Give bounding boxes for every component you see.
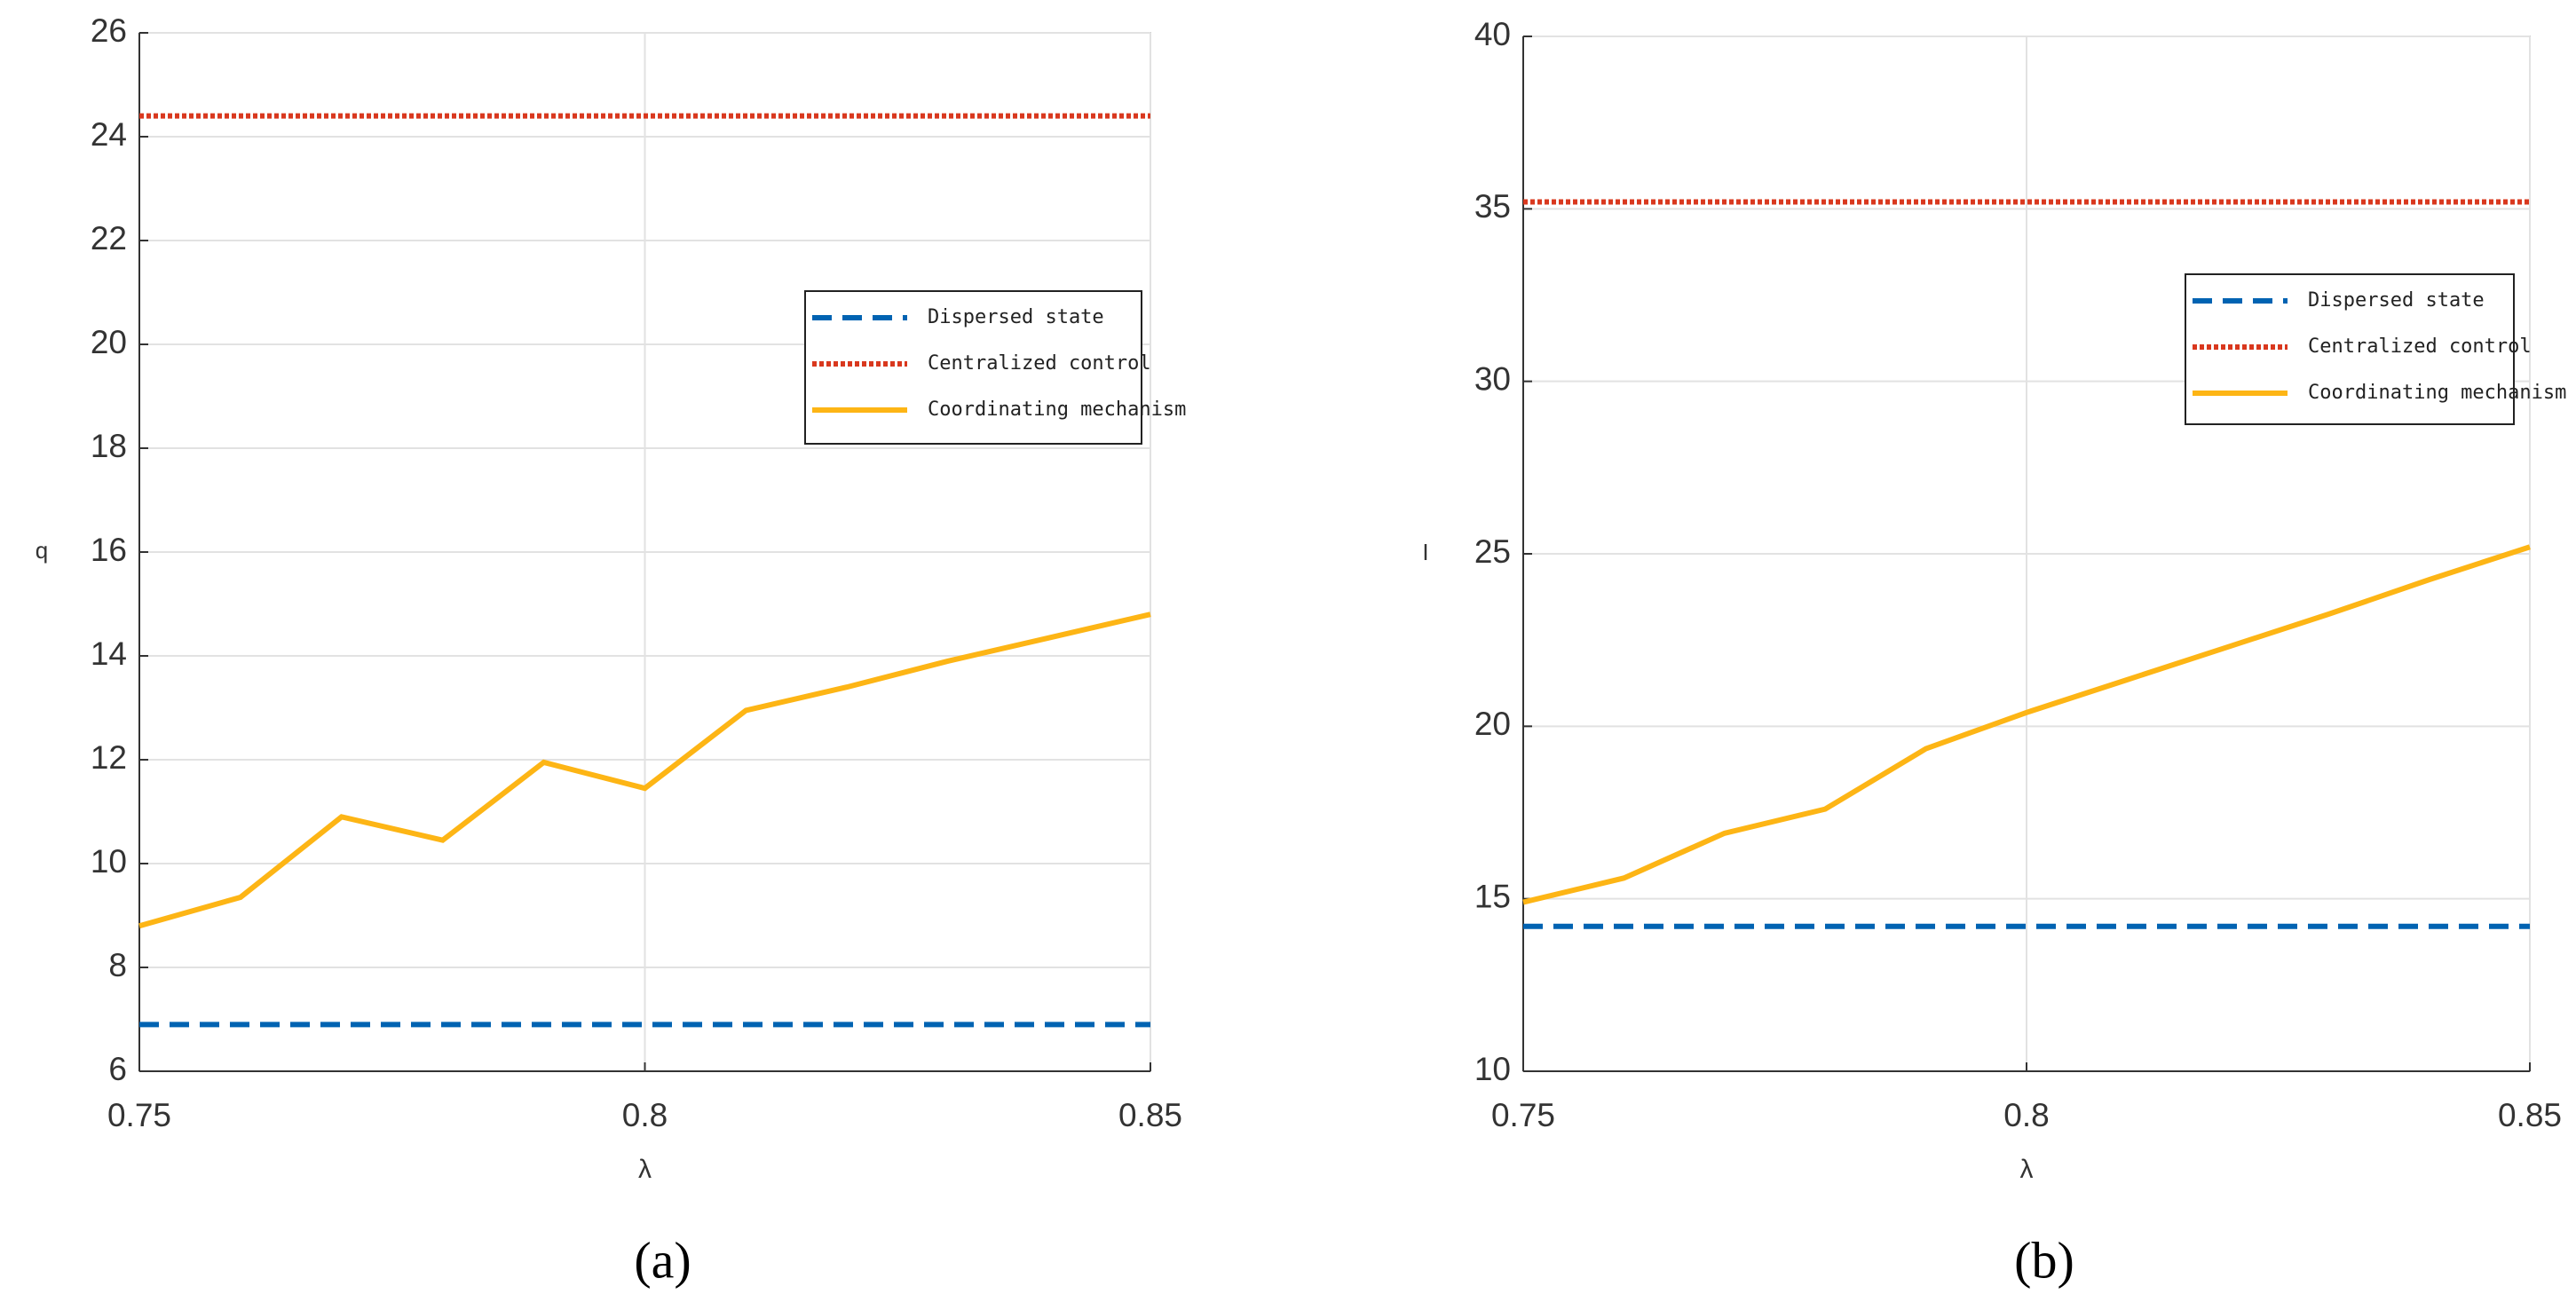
caption: (a): [634, 1231, 691, 1289]
y-axis-label: q: [36, 537, 48, 564]
x-axis-label: λ: [638, 1155, 652, 1184]
y-tick-label: 24: [91, 116, 127, 153]
legend-label: Dispersed state: [2308, 289, 2485, 312]
y-tick-label: 10: [1474, 1051, 1511, 1087]
y-tick-label: 30: [1474, 360, 1511, 397]
x-tick-label: 0.8: [2003, 1097, 2049, 1133]
y-tick-label: 16: [91, 532, 127, 568]
y-tick-label: 20: [91, 324, 127, 360]
y-tick-label: 22: [91, 220, 127, 256]
caption: (b): [2014, 1231, 2074, 1289]
legend-label: Coordinating mechanism: [2308, 382, 2566, 404]
x-tick-label: 0.85: [1118, 1097, 1182, 1133]
y-tick-label: 15: [1474, 878, 1511, 914]
legend-label: Dispersed state: [928, 306, 1104, 328]
y-tick-label: 14: [91, 635, 127, 672]
y-tick-label: 10: [91, 843, 127, 880]
y-tick-label: 26: [91, 12, 127, 49]
y-tick-label: 40: [1474, 16, 1511, 52]
y-tick-label: 25: [1474, 533, 1511, 570]
legend-label: Centralized control: [928, 352, 1151, 375]
y-tick-label: 8: [108, 947, 127, 983]
x-tick-label: 0.8: [622, 1097, 668, 1133]
series-line: [1522, 544, 2531, 905]
y-axis-label: I: [1422, 539, 1428, 565]
x-tick-label: 0.75: [107, 1097, 171, 1133]
y-tick-label: 35: [1474, 188, 1511, 225]
legend-label: Coordinating mechanism: [928, 399, 1186, 421]
x-tick-label: 0.85: [2498, 1097, 2562, 1133]
y-tick-label: 20: [1474, 706, 1511, 742]
x-tick-label: 0.75: [1491, 1097, 1555, 1133]
series-line: [138, 612, 1151, 929]
y-tick-label: 18: [91, 428, 127, 464]
y-tick-label: 6: [108, 1051, 127, 1087]
y-tick-label: 12: [91, 739, 127, 776]
x-axis-label: λ: [2020, 1155, 2034, 1184]
legend-label: Centralized control: [2308, 335, 2532, 358]
